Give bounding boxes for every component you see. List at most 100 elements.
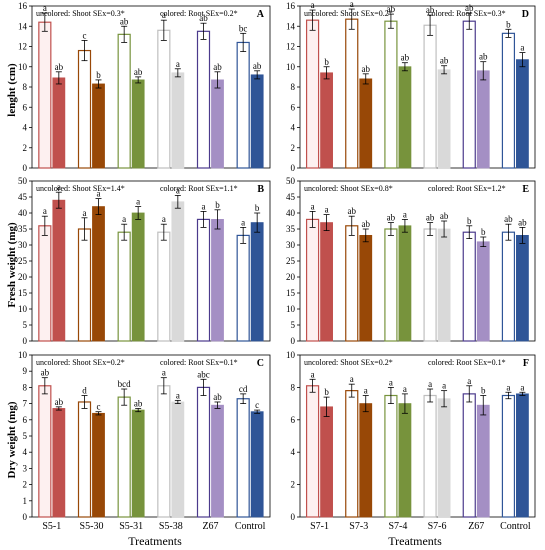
bar-shoot: [196, 30, 211, 169]
significance-letter: ab: [213, 392, 222, 402]
significance-letter: a: [311, 0, 315, 10]
x-tick-label: Z67: [468, 521, 484, 532]
significance-letter: a: [520, 43, 524, 53]
y-tick-label: 16: [286, 1, 296, 11]
y-tick-label: 10: [286, 350, 296, 360]
significance-letter: ab: [55, 62, 64, 72]
bar-shoot: [38, 385, 52, 518]
bar-shoot: [423, 394, 437, 518]
significance-letter: a: [428, 379, 432, 389]
y-tick-label: 0: [291, 512, 296, 522]
y-tick-label: 25: [286, 256, 296, 266]
bar-shoot: [38, 225, 52, 342]
y-tick-label: 25: [18, 256, 28, 266]
y-tick-label: 6: [23, 415, 28, 425]
y-tick-label: 2: [23, 143, 28, 153]
y-tick-label: 45: [286, 192, 296, 202]
significance-letter: b: [481, 386, 486, 396]
significance-letter: c: [255, 400, 259, 410]
panel-note-root: colored: Root SEx=0.3*: [428, 9, 506, 18]
significance-letter: a: [506, 382, 510, 392]
bar-shoot: [345, 18, 359, 169]
bar-root: [171, 72, 185, 169]
bar-shoot: [501, 32, 516, 169]
y-tick-label: 8: [23, 82, 28, 92]
significance-letter: ab: [465, 3, 474, 13]
bar-root: [320, 406, 333, 518]
significance-letter: ab: [440, 56, 449, 66]
significance-letter: a: [350, 0, 354, 9]
bar-shoot: [77, 401, 92, 518]
x-tick-label: S7-4: [388, 521, 407, 532]
significance-letter: a: [176, 390, 180, 400]
plot-frame: [31, 180, 271, 342]
bar-shoot: [196, 386, 211, 518]
y-tick-label: 6: [23, 102, 28, 112]
significance-letter: a: [403, 384, 407, 394]
bar-shoot: [117, 231, 131, 342]
bar-root: [92, 83, 105, 169]
bar-root: [320, 222, 333, 342]
bar-root: [131, 79, 145, 169]
panel-b: 0 5 10 15 20 25 30 35 40 45 50 uncolored: Shoot SEx…: [18, 176, 271, 346]
bar-root: [398, 225, 412, 342]
bar-root: [211, 79, 224, 169]
y-tick-label: 5: [23, 320, 28, 330]
significance-letter: a: [389, 377, 393, 387]
panel-note-root: colored: Root SEx=0.2*: [160, 9, 238, 18]
bar-root: [131, 212, 145, 342]
y-tick-label: 5: [291, 320, 296, 330]
y-tick-label: 6: [291, 102, 296, 112]
panel-note-shoot: uncolored: Shoot SEx=0.2*: [304, 9, 393, 18]
panel-note-root: colored: Root SEx=0.1*: [160, 358, 238, 367]
significance-letter: b: [324, 57, 329, 67]
bar-shoot: [305, 385, 320, 518]
significance-letter: a: [403, 209, 407, 219]
x-tick-label: S7-3: [349, 521, 368, 532]
significance-letter: a: [311, 369, 315, 379]
significance-letter: a: [520, 382, 524, 392]
panel-note-root: colored: Root SEx=1.1*: [160, 184, 238, 193]
significance-letter: bcd: [118, 379, 131, 389]
x-tick-label: Z67: [202, 521, 218, 532]
x-tick-label: S7-6: [428, 521, 447, 532]
y-tick-label: 4: [23, 447, 28, 457]
y-tick-label: 15: [18, 288, 28, 298]
panel-c: 0 1 2 3 4 5 6 7 8 9 10 uncolored: Shoot SEx=0.2* col…: [18, 350, 271, 532]
significance-letter: ab: [426, 5, 435, 15]
panel-note-shoot: uncolored: Shoot SEx=0.2*: [304, 358, 393, 367]
significance-letter: ab: [199, 13, 208, 23]
bar-root: [171, 401, 185, 518]
significance-letter: ab: [518, 217, 527, 227]
x-tick-label: Control: [500, 521, 531, 532]
significance-letter: b: [215, 200, 220, 210]
y-title-length: lenght (cm): [6, 63, 18, 117]
significance-letter: a: [162, 214, 166, 224]
x-title-left: Treatments: [128, 534, 182, 548]
significance-letter: a: [325, 205, 329, 215]
significance-letter: a: [43, 206, 47, 216]
significance-letter: ab: [348, 206, 357, 216]
significance-letter: ab: [134, 398, 143, 408]
significance-letter: ab: [253, 61, 262, 71]
plot-frame: [31, 354, 271, 518]
x-tick-label: S5-30: [80, 521, 104, 532]
bar-shoot: [117, 396, 131, 518]
significance-letter: a: [43, 3, 47, 13]
bar-shoot: [157, 385, 171, 518]
y-tick-label: 0: [23, 336, 28, 346]
bar-shoot: [236, 41, 250, 169]
y-tick-label: 4: [291, 447, 296, 457]
significance-letter: ab: [426, 213, 435, 223]
y-tick-label: 6: [291, 415, 296, 425]
bar-shoot: [462, 393, 476, 518]
bar-root: [250, 222, 264, 342]
bar-root: [516, 393, 529, 518]
significance-letter: cd: [239, 384, 248, 394]
bar-shoot: [236, 398, 250, 518]
significance-letter: ab: [55, 397, 64, 407]
panel-letter: E: [522, 184, 529, 195]
y-tick-label: 30: [286, 240, 296, 250]
y-tick-label: 4: [23, 123, 28, 133]
significance-letter: a: [364, 386, 368, 396]
